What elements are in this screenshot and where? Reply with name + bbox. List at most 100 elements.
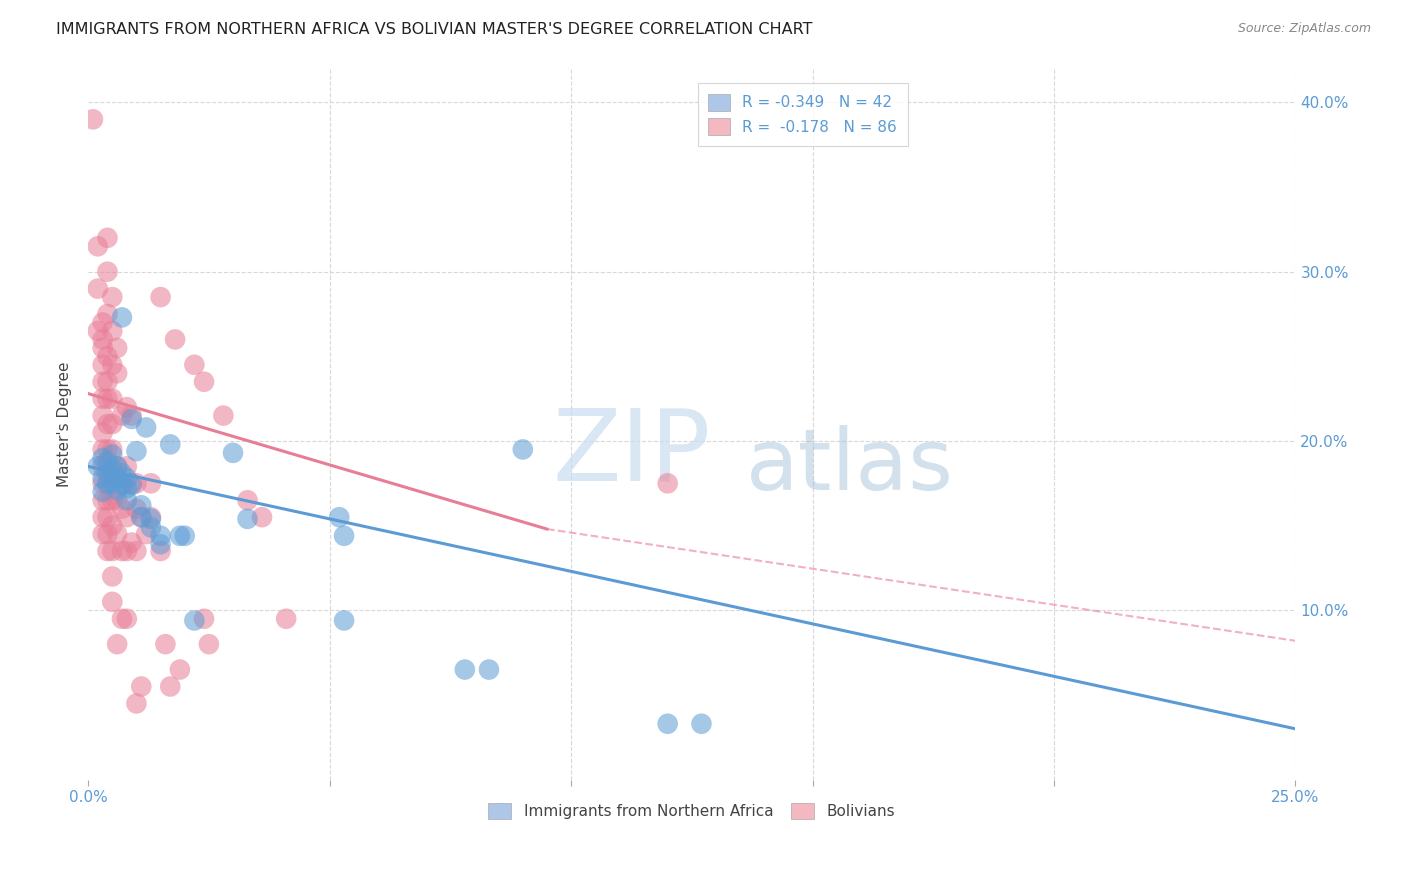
Point (96, 510, 118, 524)
Point (91, 476, 114, 491)
Point (87, 282, 110, 296)
Point (91, 375, 114, 389)
Point (96, 265, 118, 279)
Point (159, 680, 181, 694)
Point (91, 316, 114, 330)
Point (169, 663, 191, 677)
Point (101, 392, 124, 406)
Point (96, 493, 118, 508)
Point (135, 527, 157, 541)
Point (125, 476, 148, 491)
Point (96, 544, 118, 558)
Point (111, 466, 134, 480)
Point (101, 518, 124, 533)
Point (149, 290, 172, 304)
Point (105, 341, 128, 355)
Point (115, 612, 138, 626)
Point (111, 478, 134, 492)
Point (222, 446, 245, 460)
Point (91, 484, 114, 499)
Point (115, 482, 138, 496)
Point (121, 409, 143, 423)
Point (193, 375, 215, 389)
Point (96, 466, 118, 480)
Point (111, 409, 134, 423)
Point (101, 324, 124, 338)
Text: ZIP: ZIP (553, 404, 711, 501)
Point (87, 239, 110, 253)
Point (115, 493, 138, 508)
Point (91, 341, 114, 355)
Point (105, 493, 128, 508)
Point (125, 444, 148, 458)
Point (111, 310, 134, 325)
Point (105, 459, 128, 474)
Point (105, 483, 128, 497)
Point (105, 471, 128, 485)
Point (139, 512, 162, 526)
Point (101, 290, 124, 304)
Point (155, 637, 177, 651)
Point (87, 459, 110, 474)
Point (82, 112, 104, 127)
Point (183, 614, 205, 628)
Point (250, 510, 273, 524)
Point (91, 471, 114, 485)
Point (96, 375, 118, 389)
Point (101, 476, 124, 491)
Point (96, 349, 118, 363)
Point (91, 409, 114, 423)
Point (105, 459, 128, 474)
Point (87, 324, 110, 338)
Point (183, 358, 205, 372)
Text: atlas: atlas (747, 425, 955, 508)
Point (96, 417, 118, 431)
Point (129, 510, 152, 524)
Point (512, 442, 534, 457)
Point (101, 467, 124, 482)
Point (169, 529, 191, 543)
Point (139, 510, 162, 524)
Point (96, 392, 118, 406)
Point (115, 510, 138, 524)
Point (96, 476, 118, 491)
Point (105, 366, 128, 380)
Point (657, 476, 679, 491)
Point (129, 499, 152, 513)
Text: IMMIGRANTS FROM NORTHERN AFRICA VS BOLIVIAN MASTER'S DEGREE CORRELATION CHART: IMMIGRANTS FROM NORTHERN AFRICA VS BOLIV… (56, 22, 813, 37)
Point (96, 459, 118, 474)
Point (690, 716, 713, 731)
Point (139, 476, 162, 491)
Point (165, 333, 187, 347)
Point (101, 569, 124, 583)
Point (91, 358, 114, 372)
Point (198, 637, 221, 651)
Point (115, 471, 138, 485)
Point (91, 450, 114, 465)
Point (115, 544, 138, 558)
Point (236, 493, 259, 508)
Point (125, 544, 148, 558)
Point (129, 680, 152, 694)
Point (454, 663, 477, 677)
Point (101, 544, 124, 558)
Point (149, 529, 172, 543)
Point (101, 448, 124, 462)
Point (115, 400, 138, 414)
Point (333, 614, 356, 628)
Point (96, 442, 118, 457)
Point (96, 307, 118, 321)
Point (149, 544, 172, 558)
Point (91, 510, 114, 524)
Point (105, 637, 128, 651)
Point (328, 510, 350, 524)
Text: Source: ZipAtlas.com: Source: ZipAtlas.com (1237, 22, 1371, 36)
Point (91, 493, 114, 508)
Point (101, 595, 124, 609)
Point (212, 409, 235, 423)
Point (111, 544, 134, 558)
Point (236, 512, 259, 526)
Point (333, 529, 356, 543)
Point (121, 412, 143, 426)
Point (276, 612, 298, 626)
